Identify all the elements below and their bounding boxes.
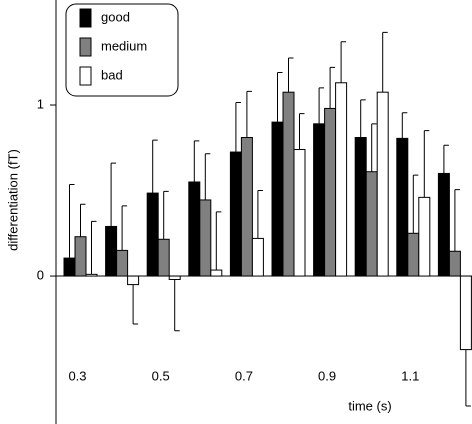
error-bar: [443, 144, 449, 174]
x-tick-label: 1.1: [401, 368, 419, 383]
bar: [271, 121, 284, 277]
legend-label: good: [101, 9, 130, 24]
x-tick-label: 0.9: [318, 368, 336, 383]
bar: [418, 196, 431, 277]
bar: [127, 275, 140, 286]
error-bar: [152, 139, 158, 194]
error-bar: [371, 123, 377, 172]
bar: [116, 249, 129, 277]
error-bar: [163, 190, 169, 240]
error-bar: [382, 31, 388, 93]
bar: [199, 199, 212, 277]
bar: [282, 91, 295, 277]
bar: [74, 236, 87, 277]
bar: [229, 151, 242, 277]
error-bar: [412, 174, 419, 234]
error-bar: [235, 101, 241, 153]
error-bar: [423, 130, 430, 198]
error-bar: [299, 113, 305, 150]
error-bar: [69, 184, 75, 259]
bar: [251, 237, 264, 277]
error-bar: [454, 189, 460, 252]
legend-label: bad: [101, 67, 123, 82]
legend-label: medium: [101, 38, 147, 53]
error-bar: [204, 153, 211, 200]
bar: [105, 225, 118, 277]
y-tick-label: 1: [37, 96, 44, 111]
bar: [335, 82, 348, 277]
error-bar: [277, 72, 283, 123]
error-bar: [110, 162, 117, 227]
error-bar: [288, 57, 294, 93]
x-axis-label: time (s): [348, 398, 391, 413]
error-bar: [193, 140, 200, 182]
error-bar: [121, 205, 128, 251]
bar: [188, 181, 201, 277]
bar: [407, 232, 420, 277]
y-axis-label: differentiation (fT): [5, 149, 20, 251]
x-tick-label: 0.5: [152, 368, 170, 383]
x-tick-label: 0.3: [68, 368, 86, 383]
error-bar: [132, 284, 139, 325]
bar: [376, 91, 389, 277]
y-tick-label: 0: [37, 267, 44, 282]
bar: [437, 172, 450, 277]
legend-swatch: [79, 8, 92, 28]
error-bar: [257, 190, 263, 239]
error-bar: [360, 99, 366, 138]
error-bar: [80, 203, 86, 237]
error-bar: [246, 90, 252, 138]
error-bar: [465, 349, 471, 407]
error-bar: [215, 211, 222, 271]
bar: [293, 148, 306, 277]
bar: [448, 250, 461, 277]
bar: [396, 137, 409, 277]
error-bar: [91, 220, 97, 275]
bar: [313, 123, 326, 277]
bar: [210, 269, 223, 277]
error-bar: [340, 41, 347, 83]
bar: [63, 257, 76, 277]
bar: [459, 275, 472, 351]
legend-swatch: [79, 37, 92, 57]
legend-swatch: [79, 66, 92, 86]
legend-box: [65, 3, 179, 97]
bar: [354, 137, 367, 277]
bar: [365, 171, 378, 277]
bar: [146, 192, 159, 277]
bar: [168, 275, 181, 280]
bar: [157, 238, 170, 277]
error-bar: [174, 279, 180, 332]
x-tick-label: 0.7: [235, 368, 253, 383]
error-bar: [329, 66, 336, 109]
bar: [324, 107, 337, 277]
bar: [240, 137, 253, 277]
error-bar: [318, 87, 325, 124]
error-bar: [401, 112, 408, 139]
bar: [85, 273, 98, 277]
